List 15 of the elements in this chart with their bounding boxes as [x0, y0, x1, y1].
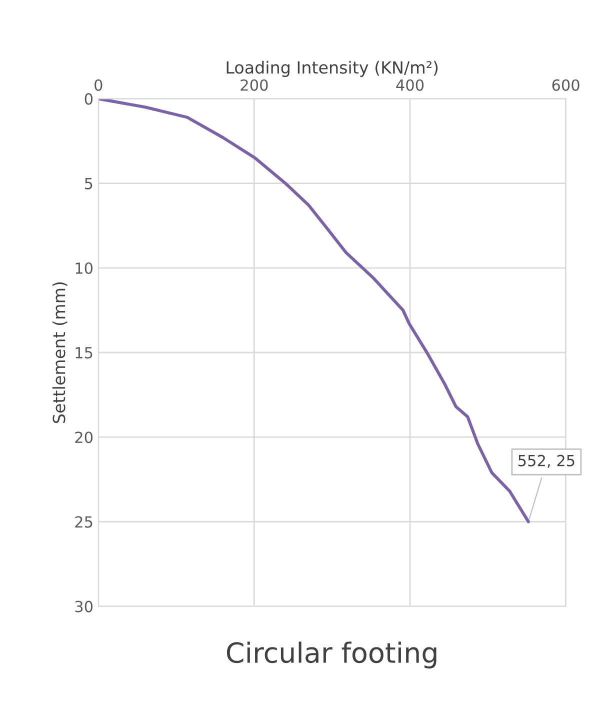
- x-tick-label: 200: [240, 79, 268, 91]
- y-tick-label: 15: [76, 347, 92, 359]
- x-tick-label: 0: [94, 79, 102, 91]
- y-tick-label: 20: [75, 432, 93, 444]
- x-tick-label: 600: [552, 79, 580, 91]
- y-tick-label: 10: [76, 262, 93, 274]
- y-tick-label: 30: [75, 600, 93, 612]
- y-tick-label: 5: [85, 178, 92, 190]
- y-tick-label: 0: [84, 93, 93, 105]
- x-axis-title: Loading Intensity (KN/m²): [226, 60, 438, 77]
- text: Circular footing: [226, 642, 436, 668]
- x-tick-label: 400: [396, 79, 424, 91]
- y-axis-title: Settlement (mm): [52, 282, 68, 423]
- y-tick-label: 25: [75, 516, 92, 528]
- annotation: 552, 25: [518, 454, 574, 468]
